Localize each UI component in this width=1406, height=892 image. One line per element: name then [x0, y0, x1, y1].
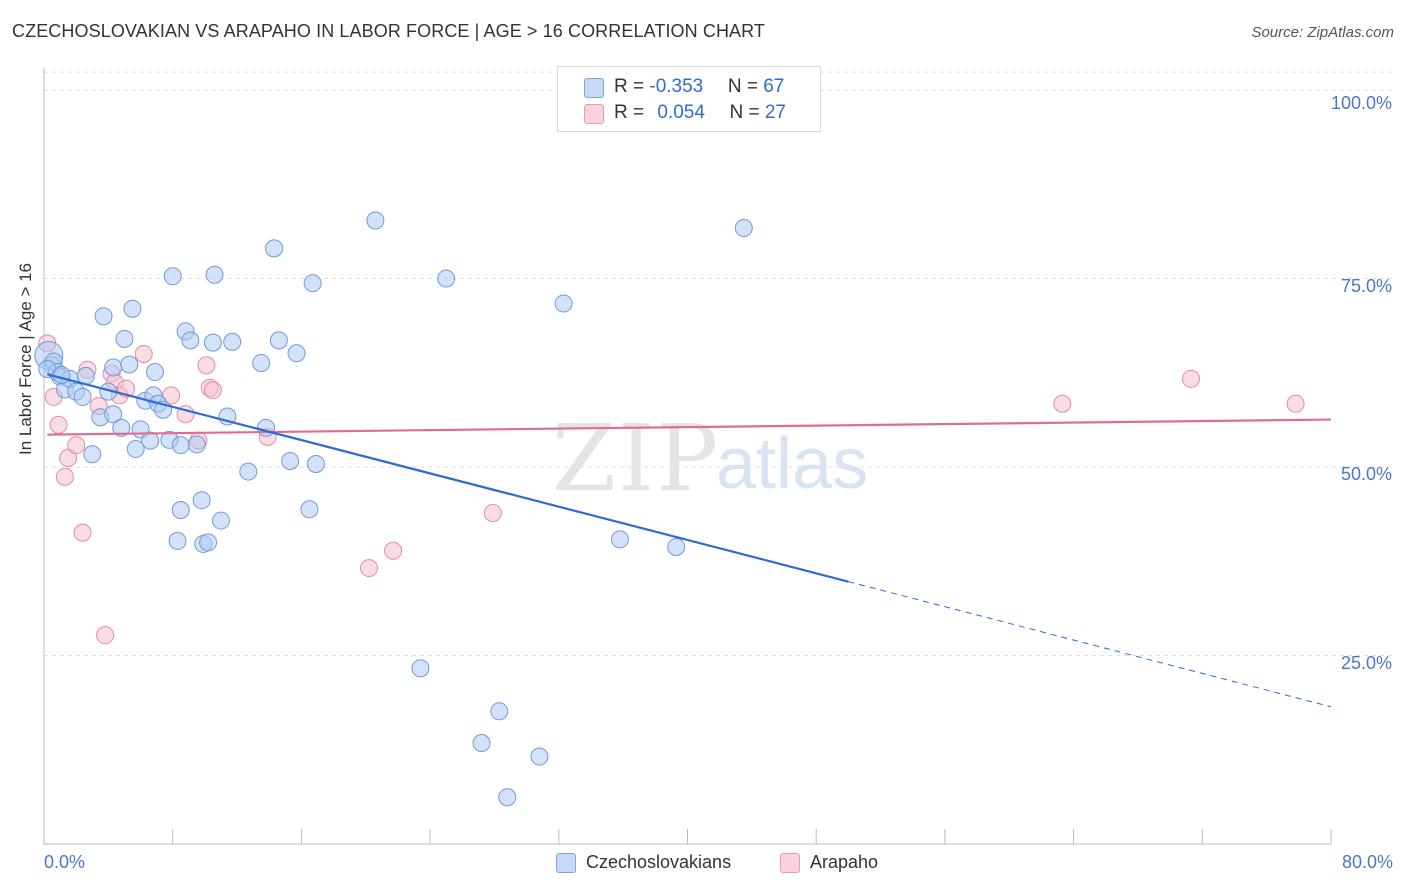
- y-tick-label: 25.0%: [1340, 652, 1392, 673]
- czechoslovakians-point: [104, 405, 123, 424]
- legend-swatch-pink: [780, 853, 800, 873]
- czechoslovakians-point: [141, 431, 160, 450]
- legend-swatch-blue: [584, 78, 604, 98]
- czechoslovakians-point: [171, 501, 190, 520]
- czechoslovakians-point: [83, 445, 102, 464]
- legend-n-value: 27: [764, 102, 786, 123]
- czechoslovakians-point: [73, 387, 92, 406]
- series-czechoslovakians-points: [34, 211, 753, 807]
- arapaho-point: [384, 541, 403, 560]
- czechoslovakians-point: [366, 211, 385, 230]
- czechoslovakians-point: [306, 455, 325, 474]
- arapaho-point: [359, 559, 378, 578]
- trendlines: [46, 373, 1332, 708]
- legend-r-value: 0.054: [657, 102, 705, 123]
- chart-title: CZECHOSLOVAKIAN VS ARAPAHO IN LABOR FORC…: [12, 21, 766, 41]
- czechoslovakians-point: [498, 788, 517, 807]
- czechoslovakians-point: [146, 363, 165, 382]
- watermark-zip: ZIP: [552, 405, 720, 512]
- czechoslovakians-point: [734, 219, 753, 238]
- czechoslovakians-point: [269, 331, 288, 350]
- arapaho-point: [67, 436, 86, 455]
- czechoslovakians-point: [52, 366, 71, 385]
- legend-r-label: R =: [614, 102, 650, 123]
- czechoslovakians-point: [303, 274, 322, 293]
- czechoslovakians-point: [223, 332, 242, 351]
- correlation-legend: R = -0.353 N = 67 R = 0.054 N = 27: [557, 66, 821, 132]
- czechoslovakians-point: [203, 333, 222, 352]
- x-tick-min: 0.0%: [44, 852, 86, 872]
- czechoslovakians-point: [123, 299, 142, 318]
- czechoslovakians-point: [187, 435, 206, 454]
- czechoslovakians-point: [199, 533, 218, 552]
- czechoslovakians-point: [171, 436, 190, 455]
- czechoslovakians-point: [192, 491, 211, 510]
- arapaho-point: [134, 344, 153, 363]
- legend-n-label: N =: [727, 76, 764, 97]
- arapaho-point: [1286, 394, 1305, 413]
- czechoslovakians-point: [472, 733, 491, 752]
- czechoslovakians-trendline-extension: [848, 581, 1332, 708]
- arapaho-point: [55, 467, 74, 486]
- czechoslovakians-point: [490, 702, 509, 721]
- watermark: ZIP atlas: [552, 405, 868, 512]
- legend-n-value: 67: [763, 76, 785, 97]
- czechoslovakians-point: [211, 511, 230, 530]
- y-tick-label: 100.0%: [1330, 93, 1392, 114]
- arapaho-point: [203, 381, 222, 400]
- czechoslovakians-point: [126, 439, 145, 458]
- legend-label-arapaho: Arapaho: [810, 852, 879, 872]
- arapaho-point: [73, 523, 92, 542]
- czechoslovakians-point: [610, 530, 629, 549]
- czechoslovakians-point: [104, 358, 123, 377]
- czechoslovakians-point: [115, 329, 134, 348]
- czechoslovakians-point: [163, 267, 182, 286]
- czechoslovakians-point: [287, 344, 306, 363]
- arapaho-point: [49, 415, 68, 434]
- y-tick-label: 50.0%: [1340, 464, 1392, 485]
- czechoslovakians-point: [252, 353, 271, 372]
- czechoslovakians-point: [300, 500, 319, 519]
- source-label: Source: ZipAtlas.com: [1251, 24, 1394, 41]
- legend-r-label: R =: [614, 76, 650, 97]
- arapaho-point: [483, 504, 502, 523]
- y-axis-label: In Labor Force | Age > 16: [16, 262, 35, 455]
- czechoslovakians-point: [120, 355, 139, 374]
- czechoslovakians-point: [168, 531, 187, 550]
- axes: [43, 68, 1332, 845]
- czechoslovakians-point: [281, 452, 300, 471]
- czechoslovakians-point: [257, 418, 276, 437]
- czechoslovakians-point: [181, 331, 200, 350]
- x-tick-max: 80.0%: [1341, 852, 1393, 872]
- czechoslovakians-point: [554, 294, 573, 313]
- czechoslovakians-point: [411, 659, 430, 678]
- arapaho-point: [197, 356, 216, 375]
- legend-swatch-pink: [584, 104, 604, 124]
- arapaho-point: [96, 626, 115, 645]
- czechoslovakians-point: [239, 462, 258, 481]
- czechoslovakians-point: [437, 269, 456, 288]
- legend-swatch-blue: [556, 853, 576, 873]
- arapaho-point: [59, 448, 78, 467]
- czechoslovakians-trendline: [46, 373, 849, 583]
- czechoslovakians-point: [205, 265, 224, 284]
- arapaho-point: [162, 386, 181, 405]
- legend-r-value: -0.353: [649, 76, 704, 97]
- y-tick-label: 75.0%: [1340, 275, 1392, 296]
- czechoslovakians-point: [530, 747, 549, 766]
- watermark-atlas: atlas: [716, 424, 868, 504]
- arapaho-trendline: [47, 418, 1332, 436]
- czechoslovakians-point: [94, 307, 113, 326]
- arapaho-point: [1053, 394, 1072, 413]
- legend-n-label: N =: [729, 102, 765, 123]
- arapaho-point: [1182, 369, 1201, 388]
- legend-label-czechoslovakians: Czechoslovakians: [586, 852, 732, 872]
- gridlines: [44, 71, 1392, 657]
- czechoslovakians-point: [667, 537, 686, 556]
- czechoslovakians-point: [112, 418, 131, 437]
- czechoslovakians-point: [265, 239, 284, 258]
